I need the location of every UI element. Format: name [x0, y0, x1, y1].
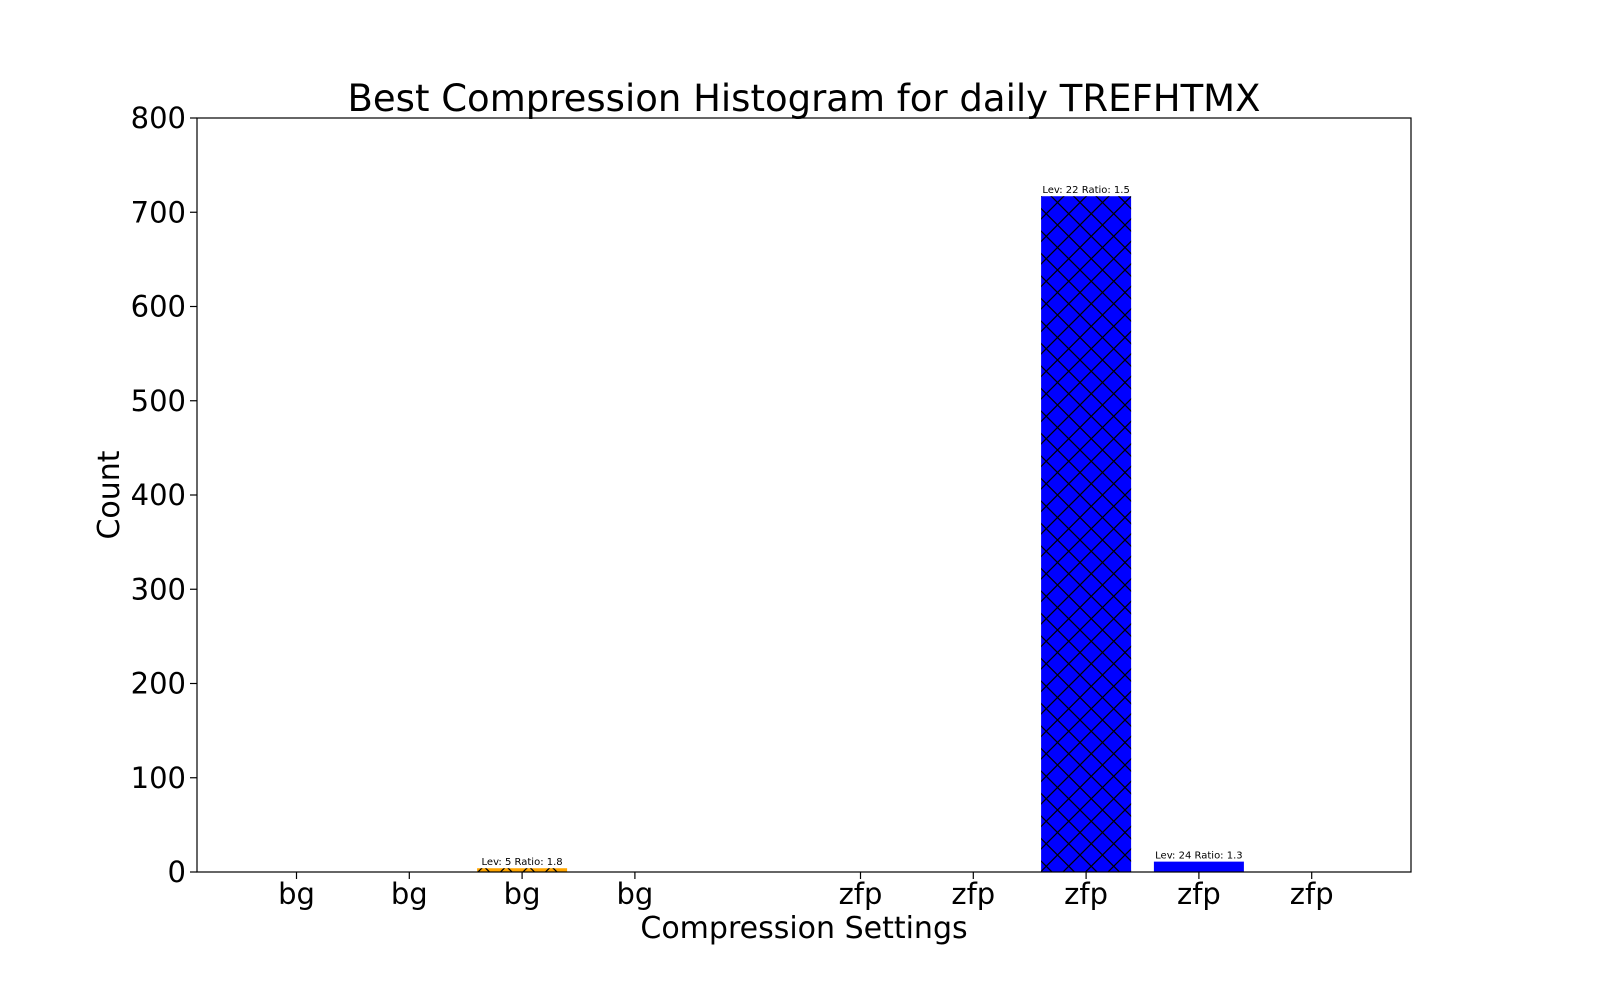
x-tick-label: zfp: [1290, 877, 1334, 911]
x-tick-label: zfp: [951, 877, 995, 911]
bar-hatch: [1041, 196, 1132, 873]
bar-hatch: [477, 868, 568, 872]
bar: [1153, 861, 1244, 872]
chart-title: Best Compression Histogram for daily TRE…: [348, 77, 1261, 120]
x-tick-label: zfp: [1064, 877, 1108, 911]
x-axis-label: Compression Settings: [640, 911, 967, 946]
y-axis: 0 100 200 300 400 500 600 700 800: [131, 101, 197, 889]
x-tick-label: bg: [504, 877, 541, 911]
plot-frame: [196, 117, 1412, 873]
bar-data-label: Lev: 5 Ratio: 1.8: [482, 857, 563, 868]
x-axis: bg bg bg bg zfp zfp zfp zfp zfp: [278, 872, 1334, 911]
x-tick-label: bg: [391, 877, 428, 911]
y-tick-label: 300: [131, 572, 186, 606]
x-tick-label: zfp: [839, 877, 883, 911]
bars-group: Lev: 5 Ratio: 1.8 Lev: 22 Ratio: 1.5 Lev: …: [477, 185, 1244, 873]
y-tick-label: 400: [131, 478, 186, 512]
y-axis-label: Count: [92, 450, 127, 539]
x-tick-label: bg: [278, 877, 315, 911]
x-tick-label: bg: [616, 877, 653, 911]
y-tick-label: 0: [168, 855, 186, 889]
bar-data-label: Lev: 24 Ratio: 1.3: [1155, 851, 1243, 862]
y-tick-label: 200: [131, 667, 186, 701]
y-tick-label: 600: [131, 290, 186, 324]
bar-data-label: Lev: 22 Ratio: 1.5: [1042, 185, 1130, 196]
y-tick-label: 800: [131, 101, 186, 135]
y-tick-label: 700: [131, 195, 186, 229]
x-tick-label: zfp: [1177, 877, 1221, 911]
y-tick-label: 100: [131, 761, 186, 795]
y-tick-label: 500: [131, 384, 186, 418]
